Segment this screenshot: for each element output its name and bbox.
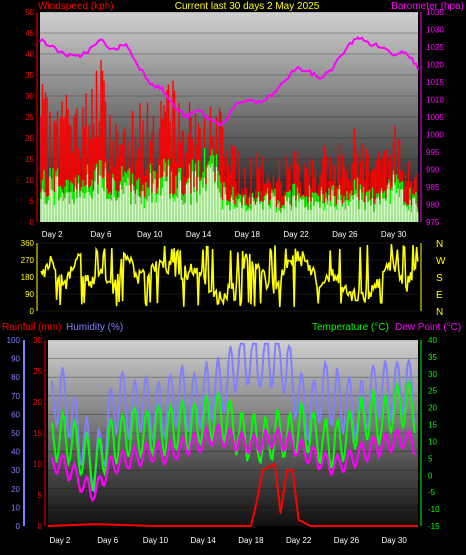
rainfall-tick-label: 10 bbox=[33, 460, 42, 469]
temperature-tick-label: 30 bbox=[428, 370, 437, 379]
barometer-tick-label: 1025 bbox=[426, 43, 444, 52]
humidity-tick-label: 10 bbox=[11, 503, 20, 512]
compass-label: N bbox=[436, 239, 443, 250]
barometer-tick-label: 1015 bbox=[426, 78, 444, 87]
barometer-tick-label: 985 bbox=[426, 183, 440, 192]
rainfall-title: Rainfall (mm) bbox=[2, 322, 61, 333]
x-axis-label: Day 10 bbox=[137, 230, 163, 239]
temperature-line bbox=[51, 378, 416, 491]
barometer-tick-label: 990 bbox=[426, 166, 440, 175]
wind-tick-label: 45 bbox=[25, 29, 34, 38]
windspeed-title: Windspeed (kph) bbox=[38, 1, 114, 12]
temperature-tick-label: 5 bbox=[428, 454, 433, 463]
barometer-tick-label: 1005 bbox=[426, 113, 444, 122]
wind-tick-label: 5 bbox=[30, 197, 35, 206]
lower-x-axis-label: Day 30 bbox=[381, 536, 407, 545]
humidity-tick-label: 50 bbox=[11, 429, 20, 438]
lower-x-axis-label: Day 6 bbox=[97, 536, 118, 545]
wind-tick-label: 25 bbox=[25, 113, 34, 122]
humidity-tick-label: 80 bbox=[11, 373, 20, 382]
temperature-tick-label: 15 bbox=[428, 421, 437, 430]
humidity-tick-label: 70 bbox=[11, 392, 20, 401]
humidity-tick-label: 40 bbox=[11, 448, 20, 457]
temperature-tick-label: -5 bbox=[428, 488, 436, 497]
lower-x-axis-label: Day 10 bbox=[143, 536, 169, 545]
marks-layer bbox=[39, 36, 419, 527]
rainfall-tick-label: 5 bbox=[38, 491, 43, 500]
wind-tick-label: 10 bbox=[25, 176, 34, 185]
x-axis-label: Day 6 bbox=[91, 230, 112, 239]
temperature-tick-label: 0 bbox=[428, 471, 433, 480]
humidity-tick-label: 100 bbox=[7, 336, 21, 345]
barometer-tick-label: 1020 bbox=[426, 61, 444, 70]
barometer-tick-label: 1010 bbox=[426, 96, 444, 105]
x-axis-label: Day 14 bbox=[186, 230, 212, 239]
axes-layer: 0510152025303540455097598098599099510001… bbox=[7, 8, 446, 545]
rainfall-tick-label: 20 bbox=[33, 398, 42, 407]
chart-title: Current last 30 days 2 May 2025 bbox=[175, 1, 320, 12]
temperature-tick-label: 20 bbox=[428, 404, 437, 413]
x-axis-label: Day 26 bbox=[332, 230, 358, 239]
humidity-tick-label: 90 bbox=[11, 355, 20, 364]
x-axis-label: Day 2 bbox=[42, 230, 63, 239]
wind-direction-line bbox=[40, 244, 419, 308]
barometer-tick-label: 975 bbox=[426, 218, 440, 227]
compass-label: W bbox=[436, 256, 446, 267]
lower-x-axis-label: Day 22 bbox=[286, 536, 312, 545]
temperature-tick-label: 40 bbox=[428, 336, 437, 345]
lower-x-axis-label: Day 26 bbox=[334, 536, 360, 545]
direction-tick-label: 0 bbox=[30, 307, 35, 316]
barometer-title: Barometer (hpa) bbox=[391, 1, 464, 12]
x-axis-label: Day 30 bbox=[381, 230, 407, 239]
wind-tick-label: 15 bbox=[25, 155, 34, 164]
temperature-title: Temperature (°C) bbox=[312, 322, 389, 333]
compass-label: E bbox=[436, 290, 443, 301]
compass-label: S bbox=[436, 273, 443, 284]
rainfall-tick-label: 0 bbox=[38, 522, 43, 531]
humidity-tick-label: 60 bbox=[11, 410, 20, 419]
barometer-tick-label: 995 bbox=[426, 148, 440, 157]
wind-tick-label: 20 bbox=[25, 134, 34, 143]
temperature-tick-label: 35 bbox=[428, 353, 437, 362]
humidity-tick-label: 20 bbox=[11, 485, 20, 494]
wind-tick-label: 30 bbox=[25, 92, 34, 101]
dewpoint-title: Dew Point (°C) bbox=[395, 322, 461, 333]
rainfall-tick-label: 15 bbox=[33, 429, 42, 438]
barometer-tick-label: 980 bbox=[426, 201, 440, 210]
temperature-tick-label: -10 bbox=[428, 505, 440, 514]
temperature-tick-label: 25 bbox=[428, 387, 437, 396]
direction-tick-label: 180 bbox=[21, 273, 35, 282]
direction-tick-label: 360 bbox=[21, 239, 35, 248]
direction-tick-label: 90 bbox=[25, 290, 34, 299]
direction-tick-label: 270 bbox=[21, 256, 35, 265]
dew-point-line bbox=[50, 423, 416, 503]
lower-x-axis-label: Day 2 bbox=[49, 536, 70, 545]
barometer-tick-label: 1030 bbox=[426, 26, 444, 35]
humidity-line bbox=[51, 342, 416, 494]
barometer-tick-label: 1035 bbox=[426, 8, 444, 17]
lower-x-axis-label: Day 18 bbox=[238, 536, 264, 545]
wind-tick-label: 35 bbox=[25, 71, 34, 80]
barometer-line bbox=[39, 36, 419, 127]
lower-x-axis-label: Day 14 bbox=[190, 536, 216, 545]
rainfall-line bbox=[47, 462, 418, 527]
wind-tick-label: 0 bbox=[30, 218, 35, 227]
humidity-tick-label: 30 bbox=[11, 466, 20, 475]
temperature-tick-label: -15 bbox=[428, 522, 440, 531]
compass-label: N bbox=[436, 307, 443, 318]
x-axis-label: Day 18 bbox=[235, 230, 261, 239]
rainfall-tick-label: 25 bbox=[33, 367, 42, 376]
rainfall-tick-label: 30 bbox=[33, 336, 42, 345]
wind-tick-label: 40 bbox=[25, 50, 34, 59]
humidity-title: Humidity (%) bbox=[66, 322, 123, 333]
barometer-tick-label: 1000 bbox=[426, 131, 444, 140]
humidity-tick-label: 0 bbox=[16, 522, 21, 531]
temperature-tick-label: 10 bbox=[428, 437, 437, 446]
wind-tick-label: 50 bbox=[25, 8, 34, 17]
x-axis-label: Day 22 bbox=[283, 230, 309, 239]
